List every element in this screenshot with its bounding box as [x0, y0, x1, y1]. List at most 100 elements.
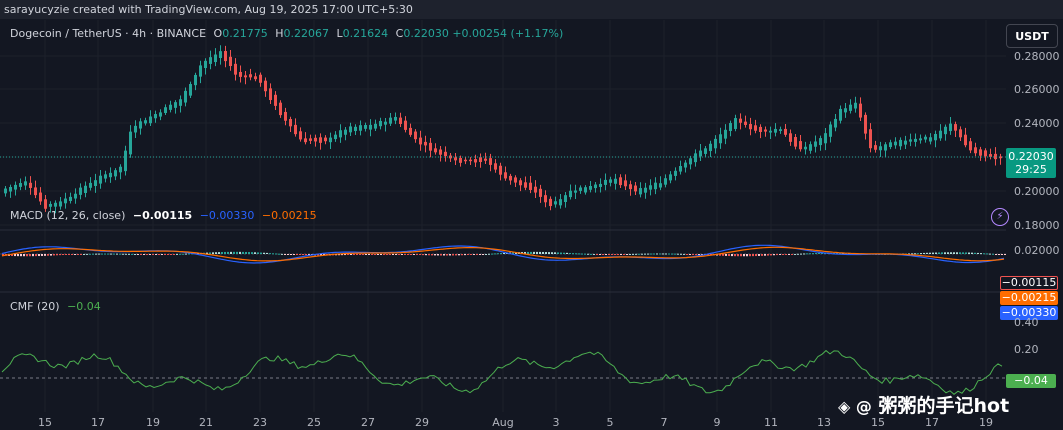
macd-histogram-bar: [956, 252, 958, 254]
candle-body: [154, 114, 157, 119]
macd-histogram-bar: [734, 254, 736, 257]
macd-histogram-bar: [398, 254, 400, 255]
candle-body: [789, 133, 792, 142]
macd-histogram-bar: [419, 254, 421, 256]
macd-histogram-bar: [542, 251, 544, 254]
macd-histogram-bar: [659, 253, 661, 255]
candle-body: [279, 102, 282, 116]
macd-axis-tick: 0.02000: [1014, 244, 1060, 257]
candle-body: [999, 156, 1002, 159]
candle-body: [579, 187, 582, 191]
time-tick: 13: [817, 416, 831, 429]
candle-body: [694, 153, 697, 163]
candle-body: [99, 175, 102, 184]
candle-body: [79, 187, 82, 195]
macd-histogram-bar: [944, 252, 946, 254]
time-tick: 5: [606, 416, 614, 429]
time-tick: 17: [925, 416, 939, 429]
candle-body: [339, 130, 342, 138]
candle-body: [284, 111, 287, 121]
symbol-name[interactable]: Dogecoin / TetherUS · 4h · BINANCE: [10, 27, 207, 40]
macd-histogram-bar: [164, 254, 166, 255]
candle-body: [864, 114, 867, 134]
candle-body: [934, 133, 937, 141]
candle-body: [139, 121, 142, 129]
macd-histogram-bar: [641, 253, 643, 255]
macd-histogram-bar: [539, 251, 541, 254]
candle-body: [194, 74, 197, 86]
macd-histogram-bar: [41, 254, 43, 256]
candle-body: [199, 65, 202, 77]
candle-body: [369, 124, 372, 130]
candle-body: [239, 71, 242, 77]
candle-body: [439, 149, 442, 155]
macd-histogram-bar: [122, 253, 124, 255]
macd-histogram-bar: [428, 254, 430, 256]
macd-histogram-bar: [674, 253, 676, 255]
macd-histogram-bar: [749, 254, 751, 257]
candle-body: [244, 75, 247, 78]
macd-histogram-bar: [185, 253, 187, 255]
macd-histogram-bar: [107, 253, 109, 255]
candle-body: [529, 182, 532, 190]
candle-body: [149, 116, 152, 124]
symbol-legend[interactable]: Dogecoin / TetherUS · 4h · BINANCE O0.21…: [10, 27, 563, 40]
macd-histogram-bar: [338, 254, 340, 256]
macd-histogram-bar: [572, 253, 574, 255]
macd-histogram-bar: [743, 254, 745, 257]
cmf-axis-tick: 0.40: [1014, 316, 1039, 329]
watermark-text: 粥粥的手记hot: [878, 395, 1010, 417]
flash-icon[interactable]: ⚡: [991, 208, 1009, 226]
macd-histogram-bar: [263, 252, 265, 254]
candle-body: [209, 57, 212, 64]
macd-histogram-bar: [245, 251, 247, 254]
macd-histogram-bar: [605, 254, 607, 255]
macd-histogram-bar: [260, 252, 262, 254]
macd-histogram-bar: [767, 254, 769, 256]
candle-body: [779, 129, 782, 131]
candle-body: [544, 195, 547, 203]
cmf-axis-tick: 0.20: [1014, 343, 1039, 356]
candle-body: [289, 119, 292, 127]
macd-histogram-bar: [146, 254, 148, 255]
candle-body: [84, 185, 87, 193]
candle-body: [839, 108, 842, 121]
candle-body: [444, 151, 447, 157]
macd-histogram-bar: [257, 252, 259, 254]
macd-histogram-bar: [353, 254, 355, 255]
macd-histogram-bar: [11, 254, 13, 256]
cmf-title: CMF (20): [10, 300, 60, 313]
candle-body: [489, 158, 492, 165]
macd-histogram-bar: [752, 254, 754, 257]
candle-body: [909, 139, 912, 142]
macd-histogram-bar: [284, 254, 286, 255]
candle-body: [54, 202, 57, 207]
macd-histogram-bar: [491, 253, 493, 255]
macd-histogram-bar: [362, 254, 364, 255]
candle-body: [744, 121, 747, 125]
price-tick: 0.18000: [1014, 219, 1060, 232]
candle-body: [384, 121, 387, 125]
candle-body: [184, 90, 187, 103]
macd-histogram-bar: [410, 254, 412, 255]
time-tick: 21: [199, 416, 213, 429]
macd-histogram-bar: [80, 254, 82, 255]
currency-button[interactable]: USDT: [1006, 24, 1058, 48]
macd-histogram-bar: [383, 254, 385, 255]
macd-histogram-bar: [584, 253, 586, 255]
candle-body: [749, 123, 752, 130]
candle-body: [599, 183, 602, 187]
macd-histogram-bar: [359, 254, 361, 255]
macd-histogram-bar: [35, 254, 37, 257]
cmf-legend[interactable]: CMF (20) −0.04: [10, 300, 101, 313]
candle-body: [834, 118, 837, 128]
macd-histogram-bar: [44, 254, 46, 256]
candle-body: [29, 182, 32, 188]
macd-legend[interactable]: MACD (12, 26, close) −0.00115 −0.00330 −…: [10, 209, 317, 222]
macd-histogram-bar: [431, 254, 433, 256]
macd-histogram-bar: [527, 251, 529, 254]
candle-body: [549, 198, 552, 207]
macd-histogram-bar: [296, 254, 298, 255]
candle-body: [954, 124, 957, 131]
